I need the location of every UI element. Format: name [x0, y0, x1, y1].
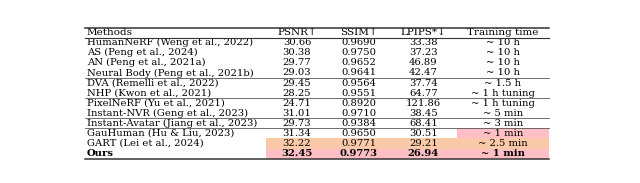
Bar	[328, 149, 390, 159]
Text: 0.9652: 0.9652	[342, 58, 376, 67]
Text: Instant-Avatar (Jiang et al., 2023): Instant-Avatar (Jiang et al., 2023)	[87, 119, 257, 128]
Text: 0.8920: 0.8920	[342, 99, 376, 108]
Text: ~ 1 h tuning: ~ 1 h tuning	[471, 89, 535, 98]
Text: 0.9771: 0.9771	[341, 139, 376, 148]
Text: 31.01: 31.01	[283, 109, 312, 118]
Bar	[390, 139, 457, 149]
Text: 30.66: 30.66	[283, 38, 311, 47]
Text: ~ 10 h: ~ 10 h	[486, 38, 520, 47]
Text: Ours: Ours	[87, 149, 114, 158]
Text: 0.9650: 0.9650	[342, 129, 376, 138]
Text: 42.47: 42.47	[409, 68, 438, 77]
Text: ~ 10 h: ~ 10 h	[486, 58, 520, 67]
Text: 28.25: 28.25	[283, 89, 311, 98]
Text: 29.77: 29.77	[283, 58, 311, 67]
Text: ~ 1.5 h: ~ 1.5 h	[484, 79, 522, 87]
Text: ~ 2.5 min: ~ 2.5 min	[478, 139, 528, 148]
Text: 0.9384: 0.9384	[341, 119, 376, 128]
Bar	[328, 139, 390, 149]
Text: 0.9564: 0.9564	[342, 79, 376, 87]
Text: PSNR↑: PSNR↑	[277, 28, 317, 37]
Text: 0.9690: 0.9690	[342, 38, 376, 47]
Text: LPIPS*↓: LPIPS*↓	[401, 28, 446, 37]
Text: 68.41: 68.41	[409, 119, 438, 128]
Text: 0.9551: 0.9551	[341, 89, 376, 98]
Text: 33.38: 33.38	[409, 38, 438, 47]
Text: ~ 1 h tuning: ~ 1 h tuning	[471, 99, 535, 108]
Text: 26.94: 26.94	[408, 149, 439, 158]
Text: GauHuman (Hu & Liu, 2023): GauHuman (Hu & Liu, 2023)	[87, 129, 234, 138]
Bar	[457, 149, 548, 159]
Text: 121.86: 121.86	[406, 99, 441, 108]
Text: GART (Lei et al., 2024): GART (Lei et al., 2024)	[87, 139, 204, 148]
Bar	[390, 149, 457, 159]
Text: 46.89: 46.89	[409, 58, 438, 67]
Bar	[457, 128, 548, 139]
Text: 31.34: 31.34	[283, 129, 312, 138]
Text: PixelNeRF (Yu et al., 2021): PixelNeRF (Yu et al., 2021)	[87, 99, 225, 108]
Text: HumanNeRF (Weng et al., 2022): HumanNeRF (Weng et al., 2022)	[87, 38, 253, 47]
Text: ~ 3 min: ~ 3 min	[483, 119, 523, 128]
Text: AS (Peng et al., 2024): AS (Peng et al., 2024)	[87, 48, 198, 57]
Text: 32.22: 32.22	[283, 139, 311, 148]
Text: Training time: Training time	[467, 28, 538, 37]
Text: 29.21: 29.21	[409, 139, 438, 148]
Text: 30.38: 30.38	[283, 48, 311, 57]
Text: 64.77: 64.77	[409, 89, 438, 98]
Bar	[457, 139, 548, 149]
Text: Methods: Methods	[87, 28, 133, 37]
Text: 38.45: 38.45	[409, 109, 438, 118]
Text: 24.71: 24.71	[283, 99, 312, 108]
Text: 29.03: 29.03	[283, 68, 311, 77]
Text: 0.9750: 0.9750	[342, 48, 376, 57]
Text: SSIM↑: SSIM↑	[340, 28, 378, 37]
Text: NHP (Kwon et al., 2021): NHP (Kwon et al., 2021)	[87, 89, 211, 98]
Text: 0.9710: 0.9710	[341, 109, 376, 118]
Text: ~ 5 min: ~ 5 min	[483, 109, 523, 118]
Text: 37.74: 37.74	[409, 79, 438, 87]
Text: Instant-NVR (Geng et al., 2023): Instant-NVR (Geng et al., 2023)	[87, 109, 248, 118]
Text: ~ 1 min: ~ 1 min	[481, 149, 525, 158]
Text: Neural Body (Peng et al., 2021b): Neural Body (Peng et al., 2021b)	[87, 68, 253, 78]
Text: AN (Peng et al., 2021a): AN (Peng et al., 2021a)	[87, 58, 205, 68]
Bar	[266, 149, 328, 159]
Text: ~ 10 h: ~ 10 h	[486, 68, 520, 77]
Text: 30.51: 30.51	[409, 129, 438, 138]
Text: 32.45: 32.45	[282, 149, 313, 158]
Text: ~ 1 min: ~ 1 min	[483, 129, 523, 138]
Text: 37.23: 37.23	[409, 48, 438, 57]
Text: 29.45: 29.45	[283, 79, 312, 87]
Bar	[266, 139, 328, 149]
Text: ~ 10 h: ~ 10 h	[486, 48, 520, 57]
Text: 0.9641: 0.9641	[341, 68, 376, 77]
Text: DVA (Remelli et al., 2022): DVA (Remelli et al., 2022)	[87, 79, 219, 87]
Text: 29.73: 29.73	[283, 119, 311, 128]
Text: 0.9773: 0.9773	[340, 149, 378, 158]
